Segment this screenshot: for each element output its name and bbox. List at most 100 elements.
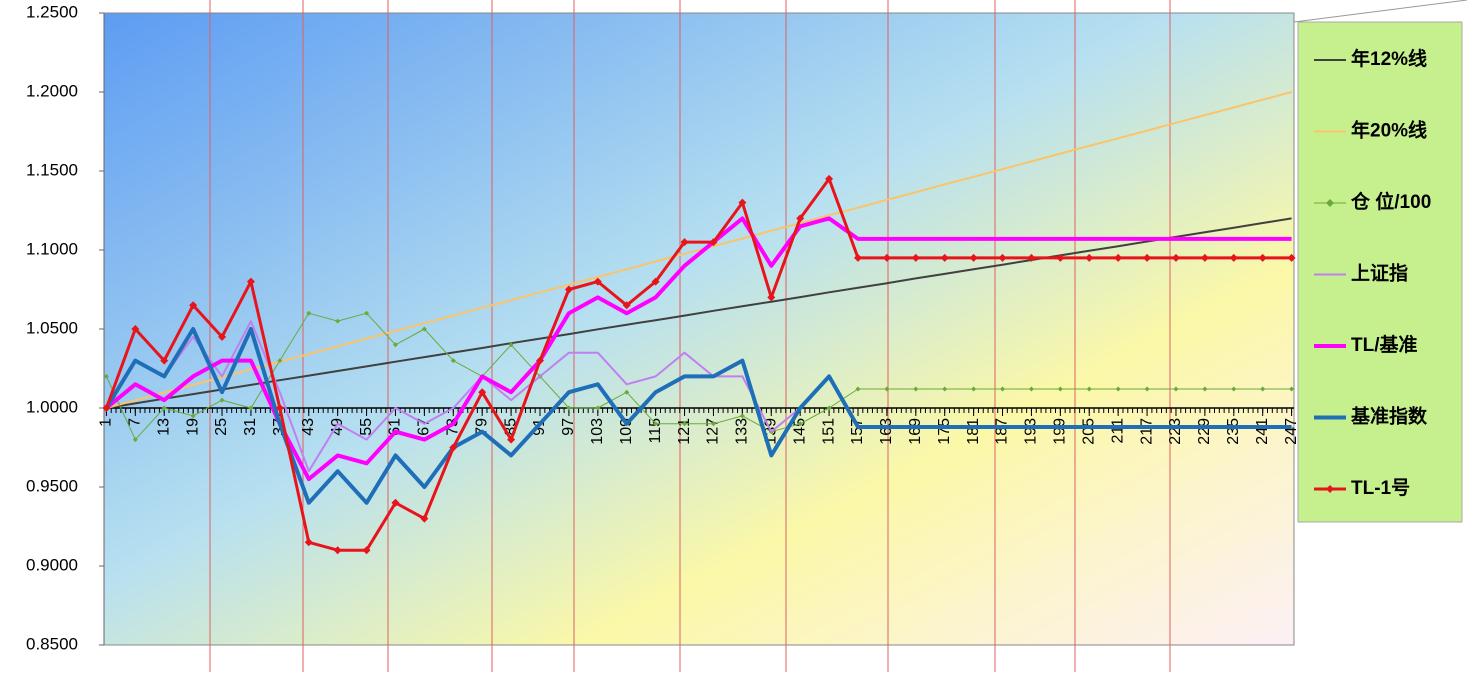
series-marker [1028,386,1034,392]
series-marker [738,198,747,207]
series-marker [1144,386,1150,392]
series-marker [1143,253,1152,262]
series-marker [1229,253,1238,262]
series-line [104,177,1292,552]
series-marker [1000,386,1006,392]
x-tick-label: 199 [1052,418,1069,445]
series-marker [306,310,312,316]
series-marker [335,318,341,324]
series-marker [508,342,514,348]
x-tick-label: 247 [1283,418,1300,445]
series-marker [651,277,660,286]
x-tick-label: 31 [242,418,259,436]
x-tick-label: 175 [936,418,953,445]
series-marker [595,405,601,411]
x-tick-label: 187 [994,418,1011,445]
series-marker [796,214,805,223]
decor-line [1293,0,1467,23]
series-marker [449,443,458,452]
y-tick-label: 0.9500 [26,476,78,495]
y-tick-label: 1.1500 [26,160,78,179]
series-marker [710,421,716,427]
x-tick-label: 127 [705,418,722,445]
period-lines [209,0,1171,672]
series-marker [248,405,254,411]
series-marker [680,238,689,247]
legend-label: 年20%线 [1351,119,1427,142]
x-tick-label: 103 [589,418,606,445]
series-marker [1027,253,1036,262]
series-marker [913,386,919,392]
series-marker [1231,386,1237,392]
series-marker [1057,386,1063,392]
series-marker [1260,386,1266,392]
x-tick-label: 73 [445,418,462,436]
series-marker [1287,253,1296,262]
legend-label: TL-1号 [1351,477,1410,499]
series-marker [219,397,225,403]
plot-area [103,12,1295,646]
series-marker [478,388,487,397]
series-line [105,216,1292,482]
series-marker [911,253,920,262]
legend-label: 基准指数 [1350,405,1428,428]
series-marker [304,538,313,547]
series-marker [622,301,631,310]
x-tick-label: 181 [965,418,982,445]
series-marker [709,238,718,247]
x-tick-label: 151 [820,418,837,445]
series-marker [564,285,573,294]
series-marker [132,437,138,443]
series-marker [940,253,949,262]
x-tick-label: 193 [1023,418,1040,445]
legend-marker [1326,199,1334,207]
series-marker [566,405,572,411]
x-tick-label: 43 [300,418,317,436]
series-marker [593,277,602,286]
legend-box [1297,21,1463,523]
series-marker [767,293,776,302]
series-marker [1056,253,1065,262]
x-tick-label: 13 [155,418,172,436]
series-marker [189,301,198,310]
series-marker [797,421,803,427]
series-line [106,217,1292,409]
x-tick-label: 223 [1167,418,1184,445]
series-marker [507,435,516,444]
series-marker [362,546,371,555]
x-tick-label: 163 [878,418,895,445]
series-marker [971,386,977,392]
series-marker [855,386,861,392]
x-tick-label: 1 [98,418,115,427]
x-tick-label: 97 [560,418,577,436]
series-marker [998,253,1007,262]
series-marker [826,405,832,411]
series-marker [1258,253,1267,262]
series-marker [1085,253,1094,262]
series-marker [190,413,196,419]
series-marker [825,174,834,183]
series-marker [421,326,427,332]
x-tick-label: 79 [473,418,490,436]
series-line [105,312,1292,441]
series-marker [392,342,398,348]
series-marker [450,358,456,364]
x-tick-label: 235 [1225,418,1242,445]
series-marker [1115,386,1121,392]
series-marker [1114,253,1123,262]
x-tick-label: 121 [676,418,693,445]
series-marker [131,325,140,333]
y-tick-label: 1.2000 [26,81,78,100]
series-marker [536,356,545,365]
x-tick-label: 25 [213,418,230,436]
x-tick-label: 133 [734,418,751,445]
series-marker [1200,253,1209,262]
series-marker [218,332,227,341]
legend-label: TL/基准 [1351,333,1418,356]
legend-label: 仓 位/100 [1350,190,1431,213]
x-tick-label: 169 [907,418,924,445]
series-marker [1173,386,1179,392]
series-marker [739,413,745,419]
x-tick-label: 241 [1254,418,1271,445]
